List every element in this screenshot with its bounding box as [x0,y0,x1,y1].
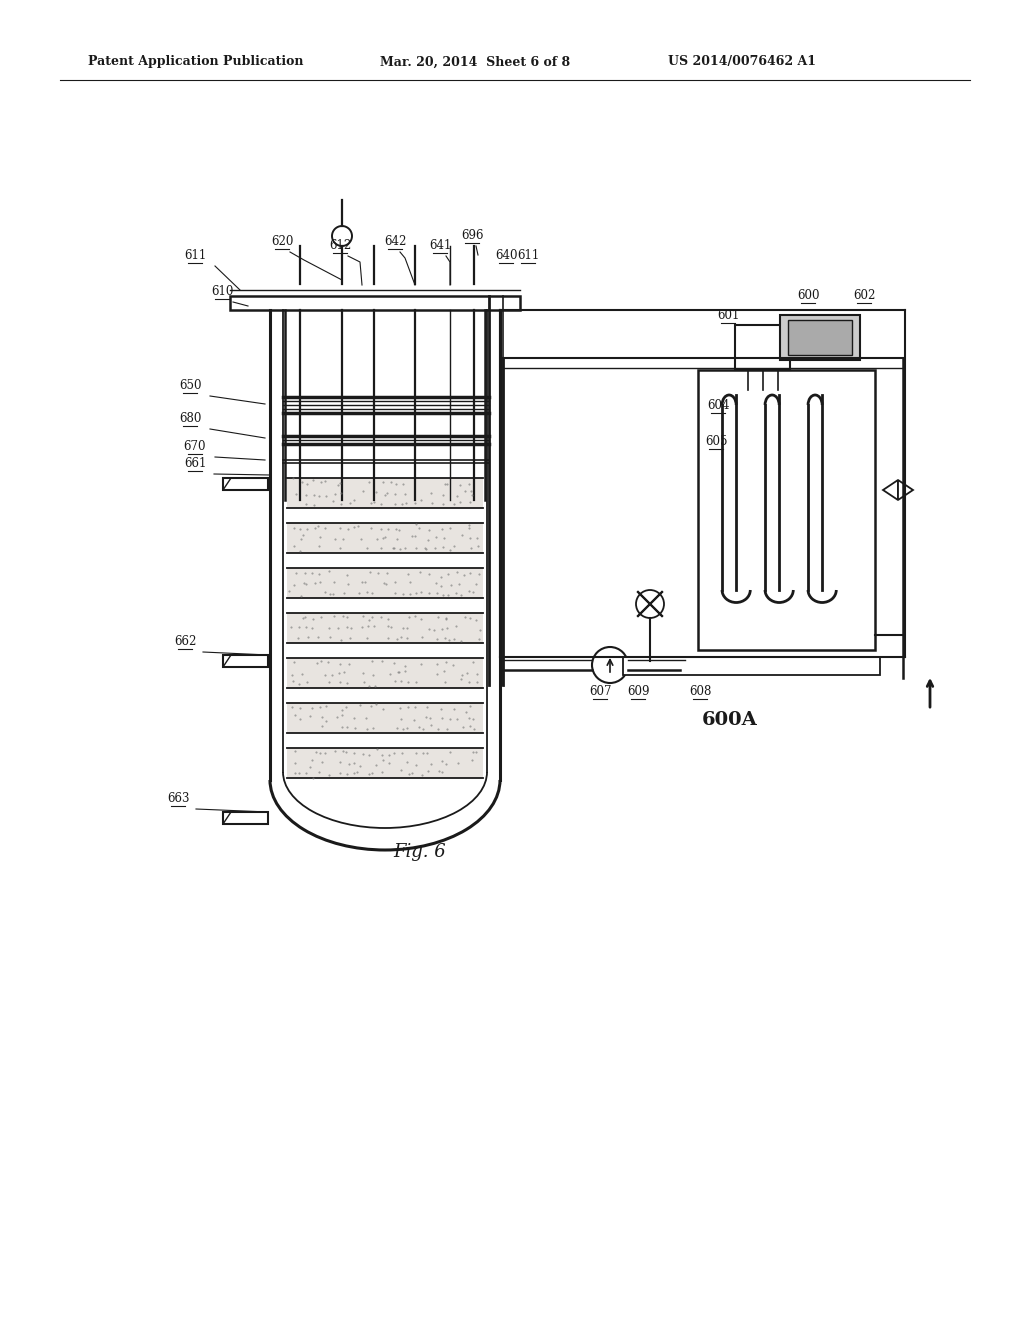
Text: 661: 661 [184,457,206,470]
Bar [780,315,860,360]
Text: 642: 642 [384,235,407,248]
Text: 608: 608 [689,685,712,698]
Bar [698,370,874,649]
Text: 680: 680 [179,412,201,425]
Text: 662: 662 [174,635,197,648]
Text: 670: 670 [183,440,206,453]
Bar [287,704,483,733]
Circle shape [636,590,664,618]
Bar [287,657,483,688]
Text: 612: 612 [329,239,351,252]
Text: 604: 604 [707,399,729,412]
Text: Patent Application Publication: Patent Application Publication [88,55,303,69]
Bar [287,478,483,508]
Text: 641: 641 [429,239,452,252]
Text: 640: 640 [495,249,517,261]
Text: 601: 601 [717,309,739,322]
Bar [223,478,268,490]
Text: 609: 609 [627,685,649,698]
Bar [287,568,483,598]
Text: Mar. 20, 2014  Sheet 6 of 8: Mar. 20, 2014 Sheet 6 of 8 [380,55,570,69]
Text: 605: 605 [705,436,727,447]
Text: 600: 600 [797,289,819,302]
Text: Fig. 6: Fig. 6 [393,843,446,861]
Text: 696: 696 [461,228,483,242]
Bar [287,748,483,777]
Text: 602: 602 [853,289,876,302]
Text: 620: 620 [270,235,293,248]
Bar [223,655,268,667]
Polygon shape [898,480,913,500]
Text: 600A: 600A [702,711,758,729]
Bar [223,812,268,824]
Text: 611: 611 [184,249,206,261]
Bar [623,657,880,675]
Polygon shape [883,480,898,500]
Text: US 2014/0076462 A1: US 2014/0076462 A1 [668,55,816,69]
Text: 663: 663 [167,792,189,805]
Bar [287,612,483,643]
Bar [230,296,520,310]
Text: 610: 610 [211,285,233,298]
Text: 650: 650 [179,379,202,392]
Bar [287,523,483,553]
Bar [735,325,790,370]
Circle shape [592,647,628,682]
Text: 611: 611 [517,249,539,261]
Text: 607: 607 [589,685,611,698]
Bar [788,319,852,355]
